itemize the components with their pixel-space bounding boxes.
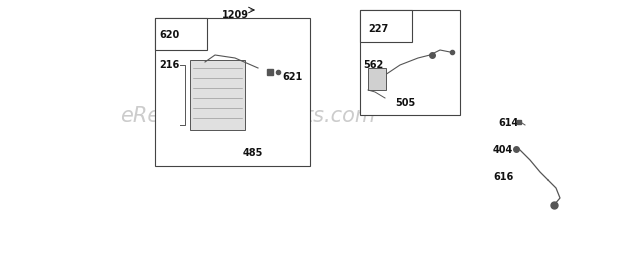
Text: eReplacementParts.com: eReplacementParts.com (120, 106, 376, 126)
Text: 621: 621 (282, 72, 303, 82)
Bar (360, 10, 460, 115)
Bar (360, 10, 412, 42)
Text: 1209: 1209 (222, 10, 249, 20)
Bar (155, 18, 310, 166)
Bar (368, 68, 386, 90)
Text: 616: 616 (493, 172, 513, 182)
Bar (155, 18, 207, 50)
Text: 505: 505 (395, 98, 415, 108)
Text: 404: 404 (493, 145, 513, 155)
Bar (190, 60, 245, 130)
Text: 562: 562 (363, 60, 383, 70)
Text: 620: 620 (159, 30, 179, 40)
Text: 614: 614 (498, 118, 518, 128)
Text: 227: 227 (368, 24, 388, 34)
Text: 216: 216 (159, 60, 179, 70)
Text: 485: 485 (243, 148, 264, 158)
